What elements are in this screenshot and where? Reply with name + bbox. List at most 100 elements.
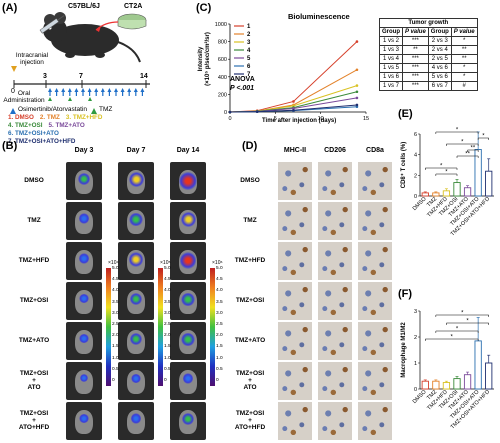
ihc-image — [278, 322, 312, 360]
dose-arrow-icon — [140, 88, 145, 92]
table-cell: 2 vs 5 — [427, 54, 452, 64]
table-cell: *** — [402, 81, 429, 91]
group-legend-item: 4. TMZ+OSI — [8, 122, 43, 129]
significance-bracket — [435, 330, 479, 333]
panel-c-letter: (C) — [196, 2, 212, 14]
ihc-image — [278, 402, 312, 440]
color-scale-tick: 3.0 — [216, 310, 223, 316]
th-pval-2: P value — [450, 27, 478, 37]
ihc-row-label: TMZ+HFD — [234, 256, 266, 264]
panel-a-schematic — [10, 12, 150, 114]
significance-bracket — [425, 338, 479, 341]
color-scale-tick: 3.5 — [164, 299, 171, 305]
color-scale-tick: 1.0 — [112, 355, 119, 361]
ihc-image — [318, 162, 352, 200]
ihc-image — [318, 362, 352, 400]
imaging-row-label: TMZ+OSI — [19, 296, 49, 304]
color-scale-tick: 3.5 — [216, 299, 223, 305]
day-14: 14 — [140, 73, 148, 80]
bli-image — [170, 282, 206, 320]
y-axis-label: CD8⁺ T cells (%) — [400, 142, 407, 189]
table-row: 1 vs 6 *** 5 vs 6 * — [379, 72, 478, 82]
dose-arrow-shaft — [75, 92, 77, 96]
bli-image — [66, 162, 102, 200]
panel-d-letter: (D) — [242, 140, 258, 152]
color-scale-tick: 2.5 — [164, 322, 171, 327]
bar — [421, 192, 429, 197]
y-tick-label: 4 — [414, 153, 417, 159]
group-legend-item: 3. TMZ+HFD — [65, 114, 103, 121]
th-pval-1: P value — [402, 27, 429, 37]
color-scale-tick: 4.5 — [164, 277, 171, 283]
bli-image — [66, 282, 102, 320]
ihc-row-label: TMZ — [243, 216, 257, 224]
panel-a-letter: (A) — [2, 2, 18, 14]
bli-image — [170, 162, 206, 200]
bli-image — [170, 202, 206, 240]
table-cell: 1 vs 7 — [379, 81, 403, 91]
ihc-image — [318, 322, 352, 360]
group-legend-item: 1. DMSO — [8, 114, 34, 121]
ihc-image — [278, 202, 312, 240]
significance-mark: * — [445, 170, 448, 176]
color-scale-tick: 3.5 — [112, 299, 119, 305]
dose-arrow-icon — [81, 88, 85, 92]
group-legend-row: 4. TMZ+OSI 5. TMZ+ATO — [8, 122, 188, 130]
panel-b-letter: (B) — [2, 140, 18, 152]
series-point — [228, 110, 232, 114]
dose-arrow-icon — [127, 88, 132, 92]
significance-bracket — [435, 131, 479, 134]
imaging-row-label: TMZ+ATO — [18, 336, 50, 344]
series-point — [355, 68, 359, 72]
bli-image — [118, 162, 154, 200]
mouse-icon — [43, 12, 141, 63]
panel-f-letter: (F) — [398, 288, 413, 300]
bar — [453, 182, 461, 197]
color-scale-tick: 3.0 — [112, 310, 119, 316]
chart-y-label-unit: (×10⁵ p/sec/cm²/sr) — [205, 32, 211, 86]
bar — [485, 170, 493, 197]
color-scale-tick: 2.0 — [216, 333, 223, 339]
dose-arrow-shaft — [95, 92, 97, 96]
y-tick-label: 3 — [414, 309, 417, 315]
ihc-col-title: CD206 — [324, 147, 346, 154]
significance-mark: * — [440, 164, 443, 170]
table-cell: 1 vs 2 — [379, 36, 403, 46]
table-row: 1 vs 7 *** 6 vs 7 # — [379, 81, 478, 91]
tumor-growth-table: Tumor growth Group P value Group P value… — [379, 18, 478, 91]
table-cell: *** — [402, 72, 429, 82]
dose-arrow-shaft — [69, 92, 71, 96]
color-scale-exponent: ×10⁴ — [108, 260, 119, 266]
dose-arrow-shaft — [108, 92, 110, 96]
color-scale-tick: 5.0 — [112, 266, 119, 271]
dose-arrow-shaft — [89, 92, 91, 96]
dose-arrow-shaft — [56, 92, 58, 96]
table-cell: * — [450, 63, 478, 73]
ihc-image — [358, 402, 392, 440]
tmz-arrow-icon — [88, 97, 92, 101]
drug-legend: Osimertinib/Atorvastatin — [18, 106, 87, 113]
table-cell: 2 vs 4 — [427, 45, 452, 55]
series-line — [229, 104, 357, 113]
series-point — [355, 103, 359, 107]
table-cell: 5 vs 6 — [427, 72, 452, 82]
table-cell: 2 vs 3 — [427, 36, 452, 46]
dose-arrow-shaft — [62, 92, 64, 96]
table-row: 1 vs 5 *** 4 vs 6 * — [379, 63, 478, 73]
bli-image — [170, 402, 206, 440]
ihc-row-label: TMZ+ATO — [234, 336, 266, 344]
table-cell: ** — [450, 45, 478, 55]
series-point — [355, 40, 359, 43]
imaging-row-label: TMZ+OSI + ATO — [19, 369, 49, 391]
ihc-image — [358, 322, 392, 360]
bar — [474, 340, 482, 390]
table-title: Tumor growth — [379, 18, 478, 28]
ihc-image — [318, 282, 352, 320]
chart-title: Bioluminescence — [288, 12, 350, 21]
ihc-image — [358, 282, 392, 320]
color-scale-tick: 0 — [216, 378, 219, 383]
legend-label: 5 — [247, 56, 251, 62]
color-scale-tick: 1.5 — [112, 344, 119, 350]
significance-bracket — [425, 167, 458, 170]
significance-mark: * — [461, 311, 464, 317]
